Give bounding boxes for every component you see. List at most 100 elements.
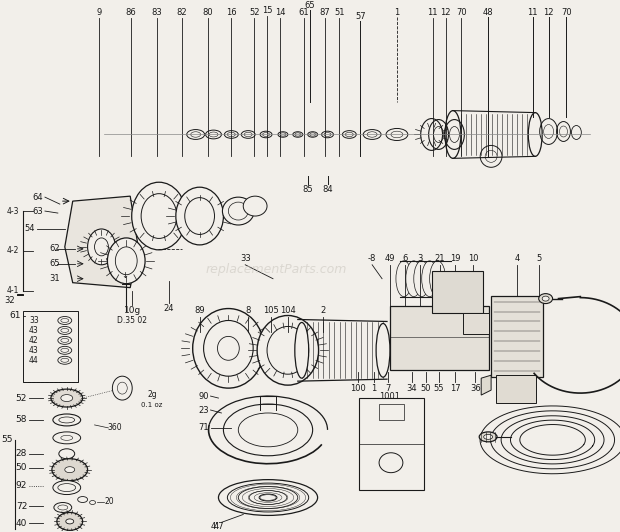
Ellipse shape xyxy=(58,336,72,344)
Text: 58: 58 xyxy=(16,415,27,425)
Ellipse shape xyxy=(238,487,298,509)
Ellipse shape xyxy=(539,294,552,304)
Ellipse shape xyxy=(64,467,74,472)
Text: 42: 42 xyxy=(29,336,38,345)
Text: 5: 5 xyxy=(536,254,541,263)
Text: 89: 89 xyxy=(194,306,205,315)
Text: 10g: 10g xyxy=(123,306,141,315)
Text: 10: 10 xyxy=(468,254,479,263)
Text: 83: 83 xyxy=(152,7,162,16)
Ellipse shape xyxy=(376,323,390,377)
Ellipse shape xyxy=(422,261,438,297)
Text: replacementParts.com: replacementParts.com xyxy=(205,263,347,276)
Text: 70: 70 xyxy=(561,7,572,16)
Text: 1: 1 xyxy=(371,384,377,393)
Text: 92: 92 xyxy=(16,481,27,490)
Text: 33: 33 xyxy=(240,254,250,263)
Text: 49: 49 xyxy=(385,254,395,263)
Text: 57: 57 xyxy=(355,12,366,21)
Ellipse shape xyxy=(218,336,239,360)
Text: 31: 31 xyxy=(49,274,60,283)
Text: 24: 24 xyxy=(164,304,174,313)
Text: 72: 72 xyxy=(16,502,27,511)
Text: 0.1 oz: 0.1 oz xyxy=(141,402,162,408)
Text: 51: 51 xyxy=(334,7,345,16)
Ellipse shape xyxy=(193,309,264,388)
Text: 36: 36 xyxy=(470,384,480,393)
Ellipse shape xyxy=(51,389,82,407)
Text: 9: 9 xyxy=(97,7,102,16)
Ellipse shape xyxy=(396,261,412,297)
Text: 16: 16 xyxy=(226,7,237,16)
Text: 4': 4' xyxy=(211,522,218,531)
Text: 2g: 2g xyxy=(147,389,157,398)
Ellipse shape xyxy=(484,434,493,439)
Text: 20: 20 xyxy=(105,497,114,506)
Text: 12: 12 xyxy=(440,7,451,16)
Ellipse shape xyxy=(479,432,497,442)
Text: 14: 14 xyxy=(275,7,285,16)
Text: 54: 54 xyxy=(25,225,35,234)
Text: 43: 43 xyxy=(29,346,39,355)
Ellipse shape xyxy=(61,358,69,362)
Text: 90: 90 xyxy=(198,392,208,401)
Ellipse shape xyxy=(58,327,72,335)
Ellipse shape xyxy=(61,338,69,343)
Text: 32: 32 xyxy=(4,296,16,305)
Text: 360: 360 xyxy=(107,423,122,433)
Ellipse shape xyxy=(107,238,145,284)
Ellipse shape xyxy=(117,382,127,394)
Ellipse shape xyxy=(58,317,72,325)
Text: 11: 11 xyxy=(528,7,538,16)
Text: 28: 28 xyxy=(16,449,27,458)
Ellipse shape xyxy=(141,194,177,238)
Ellipse shape xyxy=(59,449,74,459)
Ellipse shape xyxy=(203,320,253,376)
Ellipse shape xyxy=(228,202,248,220)
Ellipse shape xyxy=(94,238,108,256)
Text: 71: 71 xyxy=(198,423,208,433)
Text: 50: 50 xyxy=(420,384,431,393)
Ellipse shape xyxy=(58,346,72,354)
Text: 52: 52 xyxy=(249,7,259,16)
Ellipse shape xyxy=(61,319,69,322)
Ellipse shape xyxy=(61,395,73,402)
Text: 62: 62 xyxy=(49,244,60,253)
Ellipse shape xyxy=(57,512,82,530)
Ellipse shape xyxy=(58,505,68,510)
Ellipse shape xyxy=(78,496,87,503)
Ellipse shape xyxy=(448,282,467,301)
Text: -8: -8 xyxy=(368,254,376,263)
Bar xyxy=(432,271,483,312)
Text: 43: 43 xyxy=(29,326,39,335)
Text: 15: 15 xyxy=(262,6,272,15)
Ellipse shape xyxy=(223,197,254,225)
Ellipse shape xyxy=(243,196,267,216)
Ellipse shape xyxy=(53,480,81,495)
Text: 61: 61 xyxy=(10,311,21,320)
Ellipse shape xyxy=(249,491,287,504)
Text: 55: 55 xyxy=(2,435,13,444)
Text: 21: 21 xyxy=(434,254,445,263)
Ellipse shape xyxy=(228,483,309,512)
Text: 23: 23 xyxy=(198,405,208,414)
Bar xyxy=(390,305,489,370)
Text: 63: 63 xyxy=(32,206,43,215)
Text: 47: 47 xyxy=(213,522,224,531)
Text: 2: 2 xyxy=(320,306,325,315)
Bar xyxy=(496,375,536,403)
Text: 4-1: 4-1 xyxy=(7,286,19,295)
Ellipse shape xyxy=(218,480,317,516)
Ellipse shape xyxy=(176,187,223,245)
Text: 19: 19 xyxy=(450,254,461,263)
Text: 55: 55 xyxy=(433,384,444,393)
Text: 85: 85 xyxy=(303,185,313,194)
Text: 34: 34 xyxy=(407,384,417,393)
Ellipse shape xyxy=(58,484,76,492)
Text: 48: 48 xyxy=(483,7,494,16)
Ellipse shape xyxy=(61,348,69,352)
Text: 3: 3 xyxy=(417,254,422,263)
Ellipse shape xyxy=(112,376,132,400)
Text: 105: 105 xyxy=(263,306,279,315)
Bar xyxy=(17,294,23,295)
